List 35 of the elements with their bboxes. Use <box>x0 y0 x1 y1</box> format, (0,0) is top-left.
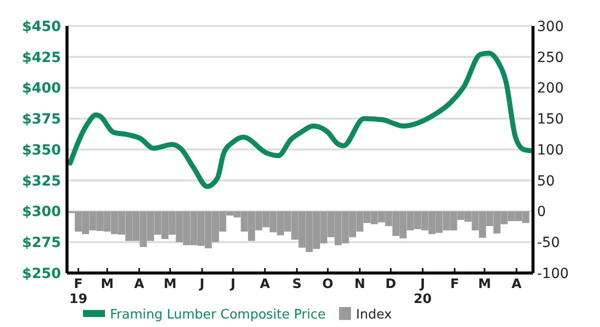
x-tick-label: N <box>354 277 366 292</box>
x-tick-label: F 19 <box>69 277 88 307</box>
y2-tick-label: 300 <box>537 18 564 35</box>
y2-tick-label: 100 <box>537 142 564 158</box>
y2-tick-label: 200 <box>537 80 564 97</box>
y2-tick-label: 250 <box>537 50 564 66</box>
x-tick-label: J <box>230 277 236 292</box>
y-tick-label: $325 <box>22 173 61 190</box>
y-tick-label: $375 <box>22 112 61 128</box>
x-tick-label: M <box>100 277 114 292</box>
x-tick-label: M <box>164 277 177 292</box>
x-tick-label: A <box>511 277 522 292</box>
x-tick-label: M <box>478 277 492 292</box>
y2-tick-label: -100 <box>537 266 569 282</box>
x-tick-label: O <box>322 277 334 292</box>
x-tick-label: A <box>134 277 144 292</box>
y-tick-label: $300 <box>22 204 62 220</box>
legend-label: Index <box>356 308 392 323</box>
x-tick-label: D <box>385 277 396 292</box>
y-tick-label: $400 <box>22 80 62 97</box>
y-tick-label: $350 <box>22 142 62 158</box>
x-tick-label: S <box>292 277 302 292</box>
legend-label: Framing Lumber Composite Price <box>110 308 326 323</box>
x-tick-label: F <box>450 277 460 292</box>
y-tick-label: $250 <box>22 266 62 282</box>
x-tick-label: J <box>198 277 204 292</box>
x-tick-label: A <box>260 277 270 292</box>
y2-tick-label: -50 <box>537 235 560 252</box>
x-tick-label: J 20 <box>414 277 432 307</box>
y-tick-label: $450 <box>22 18 62 35</box>
y2-tick-label: 150 <box>537 112 564 128</box>
y-tick-label: $425 <box>22 50 61 66</box>
y-tick-label: $275 <box>22 235 61 252</box>
y2-tick-label: 0 <box>537 204 546 220</box>
y2-tick-label: 50 <box>537 173 555 190</box>
